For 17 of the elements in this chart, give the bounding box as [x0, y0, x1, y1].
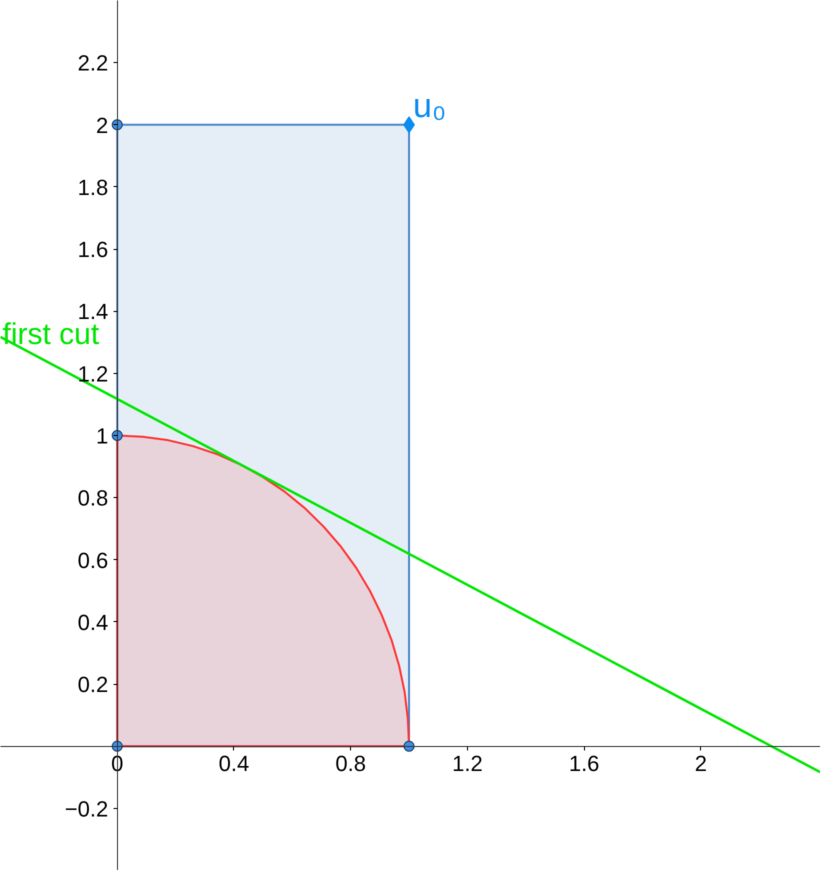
y-tick-label: 1.6 [78, 237, 108, 262]
y-tick-label: 1.8 [78, 174, 108, 200]
y-tick-label: 1 [96, 424, 108, 448]
x-tick-label: 0.4 [218, 751, 250, 776]
y-tick-label: 2 [96, 112, 108, 138]
y-tick-label: 0.6 [78, 548, 108, 573]
y-tick-label: 1.2 [78, 361, 108, 386]
y-tick-label: 2.2 [78, 50, 108, 76]
y-tick-label: 0.8 [78, 486, 108, 511]
series-label: u₀ [413, 86, 446, 125]
y-tick-label: 0.2 [78, 672, 108, 698]
y-tick-label: 0.4 [78, 610, 108, 635]
x-tick-label: 0.8 [335, 751, 366, 776]
x-tick-label: 2 [694, 751, 707, 776]
x-tick-label: 1.6 [568, 751, 600, 776]
y-tick-label: −0.2 [64, 796, 108, 822]
x-tick-label: 1.2 [452, 751, 483, 776]
